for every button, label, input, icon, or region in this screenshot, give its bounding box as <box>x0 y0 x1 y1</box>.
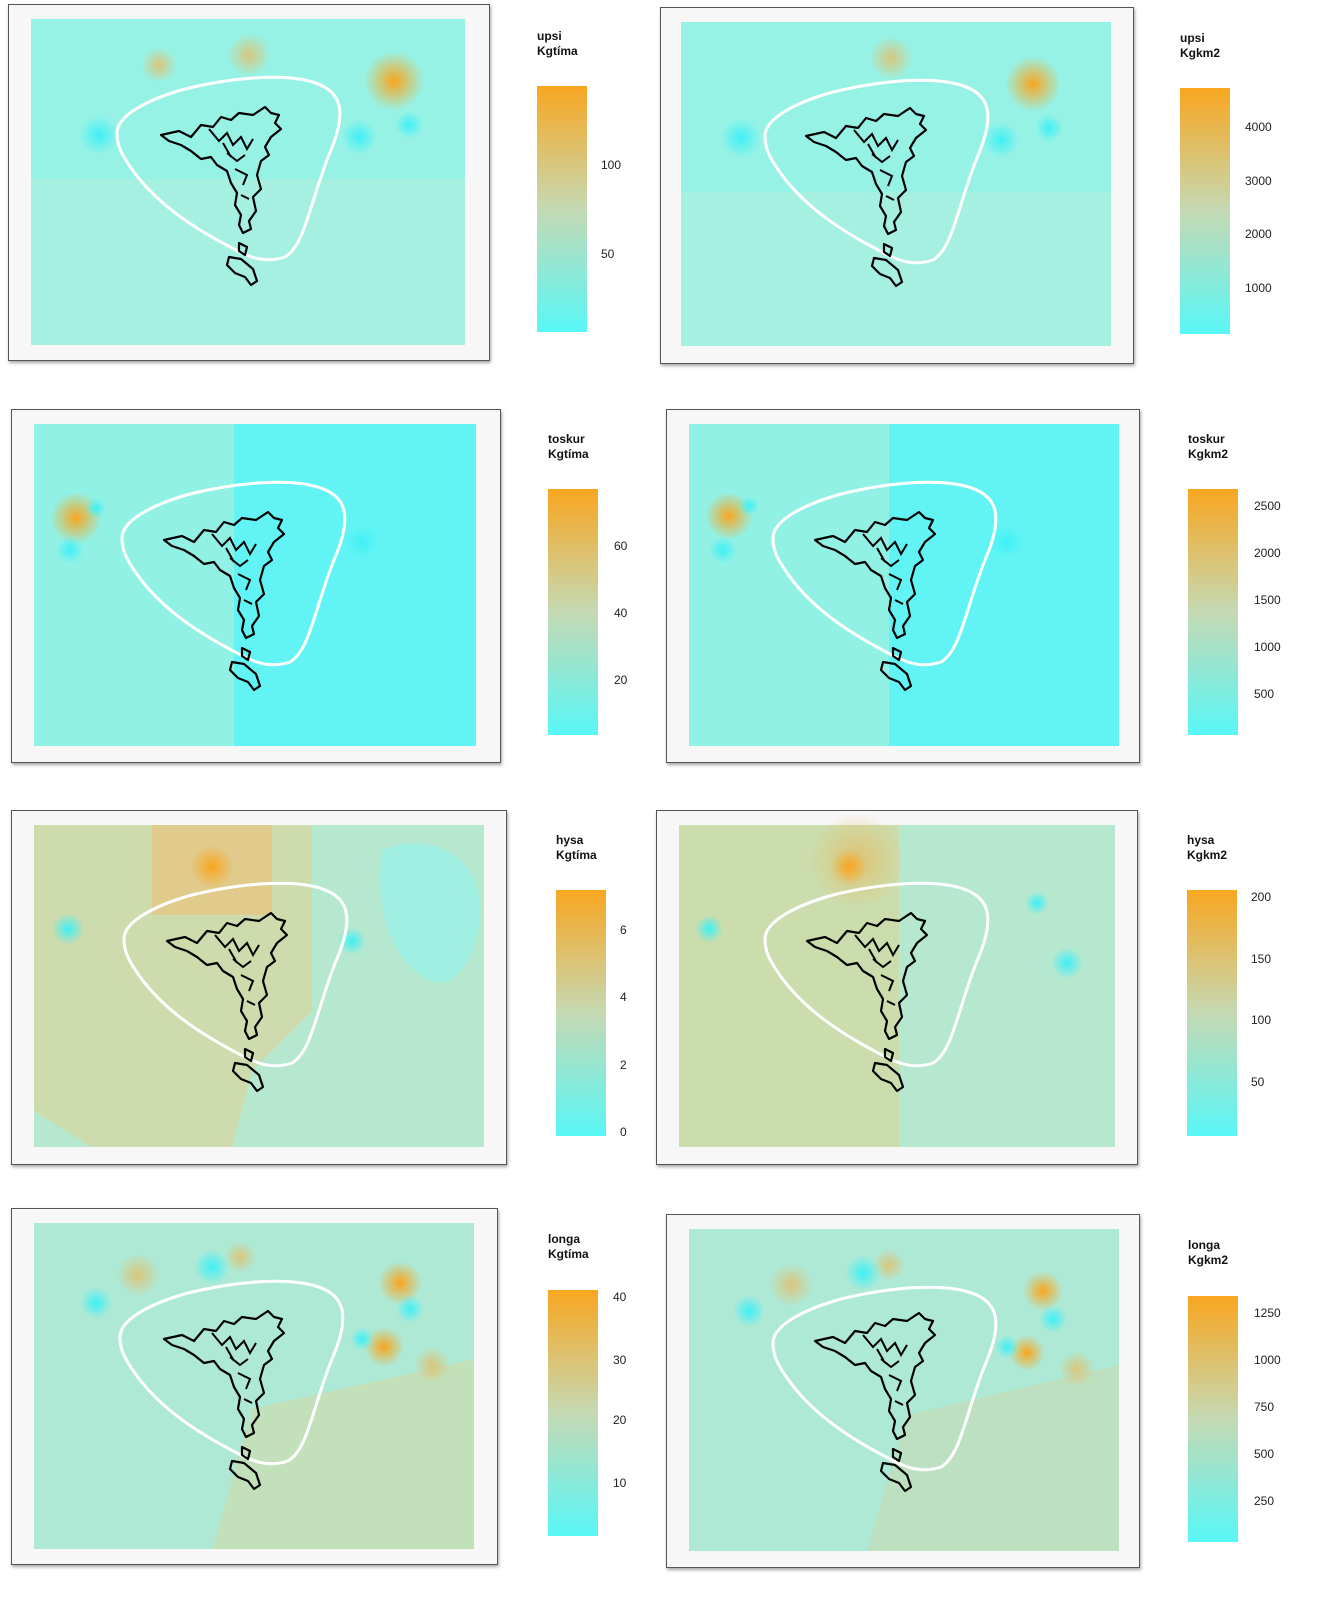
legend-tick: 100 <box>601 158 622 172</box>
map-frame <box>11 1208 498 1565</box>
legend-tick: 50 <box>1251 1075 1265 1089</box>
legend-title-line2: Kgtíma <box>548 1247 589 1261</box>
legend-tick: 2000 <box>1245 227 1272 241</box>
legend-title-line1: upsi <box>537 29 562 43</box>
legend-title-line1: upsi <box>1180 31 1205 45</box>
legend-title-line1: toskur <box>1188 432 1225 446</box>
legend-tick: 60 <box>614 539 628 553</box>
colorbar <box>1187 890 1237 1136</box>
legend-tick: 150 <box>1251 952 1272 966</box>
legend-tick: 250 <box>1254 1494 1275 1508</box>
legend-tick: 40 <box>613 1290 627 1304</box>
legend-tick: 100 <box>1251 1013 1272 1027</box>
legend-tick: 4 <box>620 990 627 1004</box>
legend-tick: 10 <box>613 1476 627 1490</box>
legend-title-line2: Kgkm2 <box>1188 1253 1229 1267</box>
map-frame <box>11 810 507 1165</box>
legend-tick: 40 <box>614 606 628 620</box>
legend-tick: 2 <box>620 1058 627 1072</box>
legend-title-line2: Kgtíma <box>537 44 578 58</box>
legend-tick: 2500 <box>1254 499 1281 513</box>
colorbar <box>1188 1296 1238 1542</box>
legend-tick: 3000 <box>1245 174 1272 188</box>
legend-title-line1: longa <box>548 1232 580 1246</box>
legend-tick: 500 <box>1254 1447 1275 1461</box>
legend-tick: 30 <box>613 1353 627 1367</box>
legend-tick: 1000 <box>1245 281 1272 295</box>
legend-tick: 6 <box>620 923 627 937</box>
legend-title-line1: toskur <box>548 432 585 446</box>
legend-title-line2: Kgkm2 <box>1180 46 1221 60</box>
legend-tick: 0 <box>620 1125 627 1139</box>
legend-tick: 4000 <box>1245 120 1272 134</box>
legend-tick: 1000 <box>1254 1353 1281 1367</box>
legend-tick: 500 <box>1254 687 1275 701</box>
map-frame <box>656 810 1138 1165</box>
map-frame <box>666 409 1140 763</box>
legend-tick: 20 <box>614 673 628 687</box>
map-frame <box>660 7 1134 364</box>
legend-tick: 1250 <box>1254 1306 1281 1320</box>
legend-title-line2: Kgkm2 <box>1188 447 1229 461</box>
legend-tick: 20 <box>613 1413 627 1427</box>
legend-tick: 750 <box>1254 1400 1275 1414</box>
map-frame <box>8 4 490 361</box>
map-frame <box>666 1214 1140 1568</box>
legend-title-line2: Kgtíma <box>548 447 589 461</box>
legend-tick: 1500 <box>1254 593 1281 607</box>
colorbar <box>537 86 587 332</box>
colorbar <box>548 1290 598 1536</box>
colorbar <box>1180 88 1230 334</box>
colorbar <box>556 890 606 1136</box>
legend-title-line1: hysa <box>556 833 584 847</box>
colorbar <box>548 489 598 735</box>
legend-tick: 1000 <box>1254 640 1281 654</box>
legend-tick: 2000 <box>1254 546 1281 560</box>
legend-title-line2: Kgkm2 <box>1187 848 1228 862</box>
legend-title-line1: longa <box>1188 1238 1220 1252</box>
map-frame <box>11 409 501 763</box>
colorbar <box>1188 489 1238 735</box>
legend-tick: 200 <box>1251 890 1272 904</box>
legend-title-line1: hysa <box>1187 833 1215 847</box>
legend-title-line2: Kgtíma <box>556 848 597 862</box>
legend-tick: 50 <box>601 247 615 261</box>
